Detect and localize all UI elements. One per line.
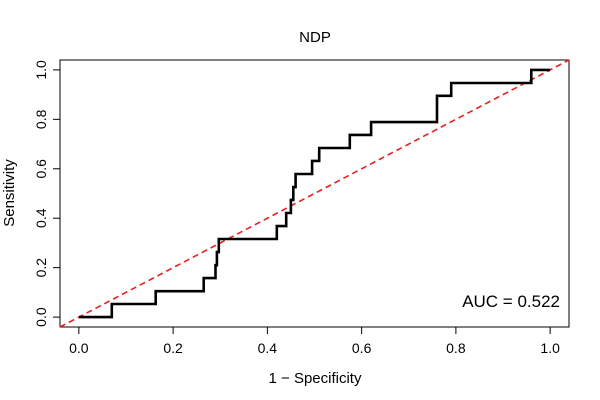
y-tick-label: 0.4 bbox=[33, 208, 49, 228]
reference-diagonal-line bbox=[59, 59, 570, 328]
auc-annotation: AUC = 0.522 bbox=[462, 292, 560, 311]
plot-frame bbox=[59, 59, 570, 328]
x-tick-label: 0.0 bbox=[69, 340, 89, 356]
x-tick-label: 0.4 bbox=[258, 340, 278, 356]
x-axis: 0.0 0.2 0.4 0.6 0.8 1.0 bbox=[69, 326, 560, 356]
x-tick-label: 0.6 bbox=[352, 340, 372, 356]
y-tick-label: 0.8 bbox=[33, 109, 49, 129]
x-tick-label: 1.0 bbox=[540, 340, 560, 356]
y-tick-label: 0.2 bbox=[33, 258, 49, 278]
x-tick-label: 0.8 bbox=[446, 340, 466, 356]
y-axis: 0.0 0.2 0.4 0.6 0.8 1.0 bbox=[33, 60, 61, 327]
x-axis-label: 1 − Specificity bbox=[269, 370, 362, 387]
y-axis-label: Sensitivity bbox=[1, 159, 18, 227]
y-tick-label: 1.0 bbox=[33, 60, 49, 80]
y-tick-label: 0.6 bbox=[33, 159, 49, 179]
reference-line-layer bbox=[59, 59, 570, 328]
roc-curve-line bbox=[78, 68, 551, 319]
x-tick-label: 0.2 bbox=[163, 340, 183, 356]
y-tick-label: 0.0 bbox=[33, 307, 49, 327]
chart-title: NDP bbox=[299, 29, 331, 46]
roc-curve-layer bbox=[78, 68, 551, 319]
